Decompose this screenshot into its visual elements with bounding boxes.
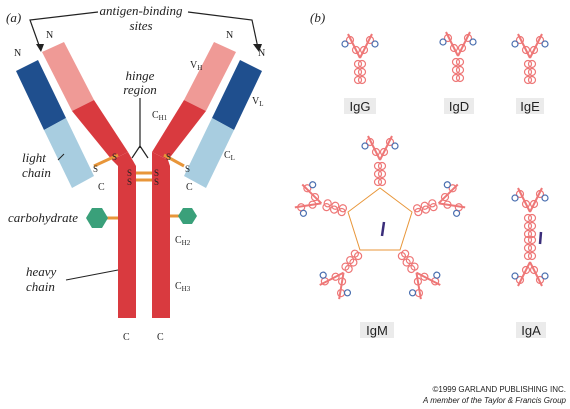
iga-label-bg xyxy=(516,322,546,338)
igm-pentamer xyxy=(291,135,469,304)
left-carbohydrate xyxy=(86,208,108,228)
svg-text:chain: chain xyxy=(26,279,55,294)
iga-j-chain xyxy=(538,231,543,245)
igg-label: IgG xyxy=(350,99,371,114)
ige-label: IgE xyxy=(520,99,540,114)
igd-label-bg xyxy=(444,98,474,114)
antigen-binding-label: antigen-binding sites xyxy=(99,3,183,33)
disulfide-labels: S S S S S S S S xyxy=(93,152,190,187)
igm-label-bg xyxy=(360,322,394,338)
svg-text:region: region xyxy=(123,82,156,97)
antigen-arrowhead-left xyxy=(36,44,44,52)
credit-line-2: A member of the Taylor & Francis Group xyxy=(422,396,567,405)
left-heavy-stem xyxy=(118,166,136,318)
svg-text:S: S xyxy=(93,164,98,174)
light-chain-label: light chain xyxy=(22,150,51,180)
right-cl-domain xyxy=(184,118,234,188)
ch2-label: CH2 xyxy=(175,235,191,247)
heavy-chain-label: heavy chain xyxy=(26,264,57,294)
igd-molecule xyxy=(439,31,477,83)
left-cl-domain xyxy=(44,118,94,188)
svg-text:sites: sites xyxy=(129,18,152,33)
igd-label: IgD xyxy=(449,99,469,114)
right-heavy-stem xyxy=(152,166,170,318)
antigen-arrow-right xyxy=(187,11,259,49)
igm-j-chain xyxy=(380,221,386,237)
svg-text:N: N xyxy=(258,48,265,59)
right-light-c-terminus: C xyxy=(186,182,193,193)
left-light-heavy-disulfide xyxy=(93,153,119,168)
svg-text:heavy: heavy xyxy=(26,264,57,279)
vh-label: VH xyxy=(190,60,202,72)
right-light-heavy-disulfide xyxy=(163,153,185,168)
svg-text:N: N xyxy=(226,30,233,41)
cl-label: CL xyxy=(224,150,235,162)
hinge-region-label: hinge region xyxy=(123,68,156,97)
right-ch1-domain xyxy=(152,100,206,160)
ch1-label: CH1 xyxy=(152,110,168,122)
svg-text:S: S xyxy=(154,168,159,178)
right-heavy-c-terminus: C xyxy=(157,332,164,343)
panel-a-label: (a) xyxy=(6,10,21,25)
svg-text:N: N xyxy=(46,30,53,41)
right-heavy-arm: N xyxy=(152,30,236,160)
svg-text:N: N xyxy=(14,48,21,59)
hinge-arrowhead xyxy=(131,144,149,159)
svg-text:S: S xyxy=(127,168,132,178)
heavy-chain-pointer xyxy=(65,269,119,281)
igm-label: IgM xyxy=(366,323,388,338)
left-heavy-c-terminus: C xyxy=(123,332,130,343)
igg-molecule xyxy=(341,33,379,85)
left-hinge xyxy=(112,152,136,166)
panel-b-label: (b) xyxy=(310,10,325,25)
vl-label: VL xyxy=(252,96,264,108)
svg-text:S: S xyxy=(112,152,117,162)
left-vl-domain xyxy=(16,60,66,130)
left-vh-domain xyxy=(42,42,94,111)
igg-label-bg xyxy=(344,98,376,114)
left-light-c-terminus: C xyxy=(98,182,105,193)
left-light-chain: N xyxy=(14,48,94,188)
svg-text:S: S xyxy=(185,164,190,174)
svg-text:light: light xyxy=(22,150,46,165)
antigen-arrowhead-right xyxy=(253,44,262,52)
svg-text:S: S xyxy=(166,152,171,162)
svg-text:hinge: hinge xyxy=(126,68,155,83)
ch3-label: CH3 xyxy=(175,281,191,293)
left-heavy-arm: N xyxy=(42,30,128,160)
svg-text:antigen-binding: antigen-binding xyxy=(99,3,183,18)
right-vl-domain xyxy=(212,60,262,130)
light-chain-pointer xyxy=(57,153,65,161)
svg-text:S: S xyxy=(127,177,132,187)
ige-label-bg xyxy=(516,98,544,114)
svg-text:chain: chain xyxy=(22,165,51,180)
antigen-arrow-left xyxy=(29,11,99,49)
credit-line-1: ©1999 GARLAND PUBLISHING INC. xyxy=(433,385,567,394)
iga-dimer xyxy=(511,187,549,287)
right-light-chain: N xyxy=(184,48,265,188)
iga-label: IgA xyxy=(521,323,541,338)
ige-molecule xyxy=(511,33,549,85)
left-ch1-domain xyxy=(72,100,128,160)
right-hinge xyxy=(152,152,170,166)
carbohydrate-label: carbohydrate xyxy=(8,210,78,225)
right-vh-domain xyxy=(184,42,236,111)
svg-text:S: S xyxy=(154,177,159,187)
right-carbohydrate xyxy=(178,208,197,224)
